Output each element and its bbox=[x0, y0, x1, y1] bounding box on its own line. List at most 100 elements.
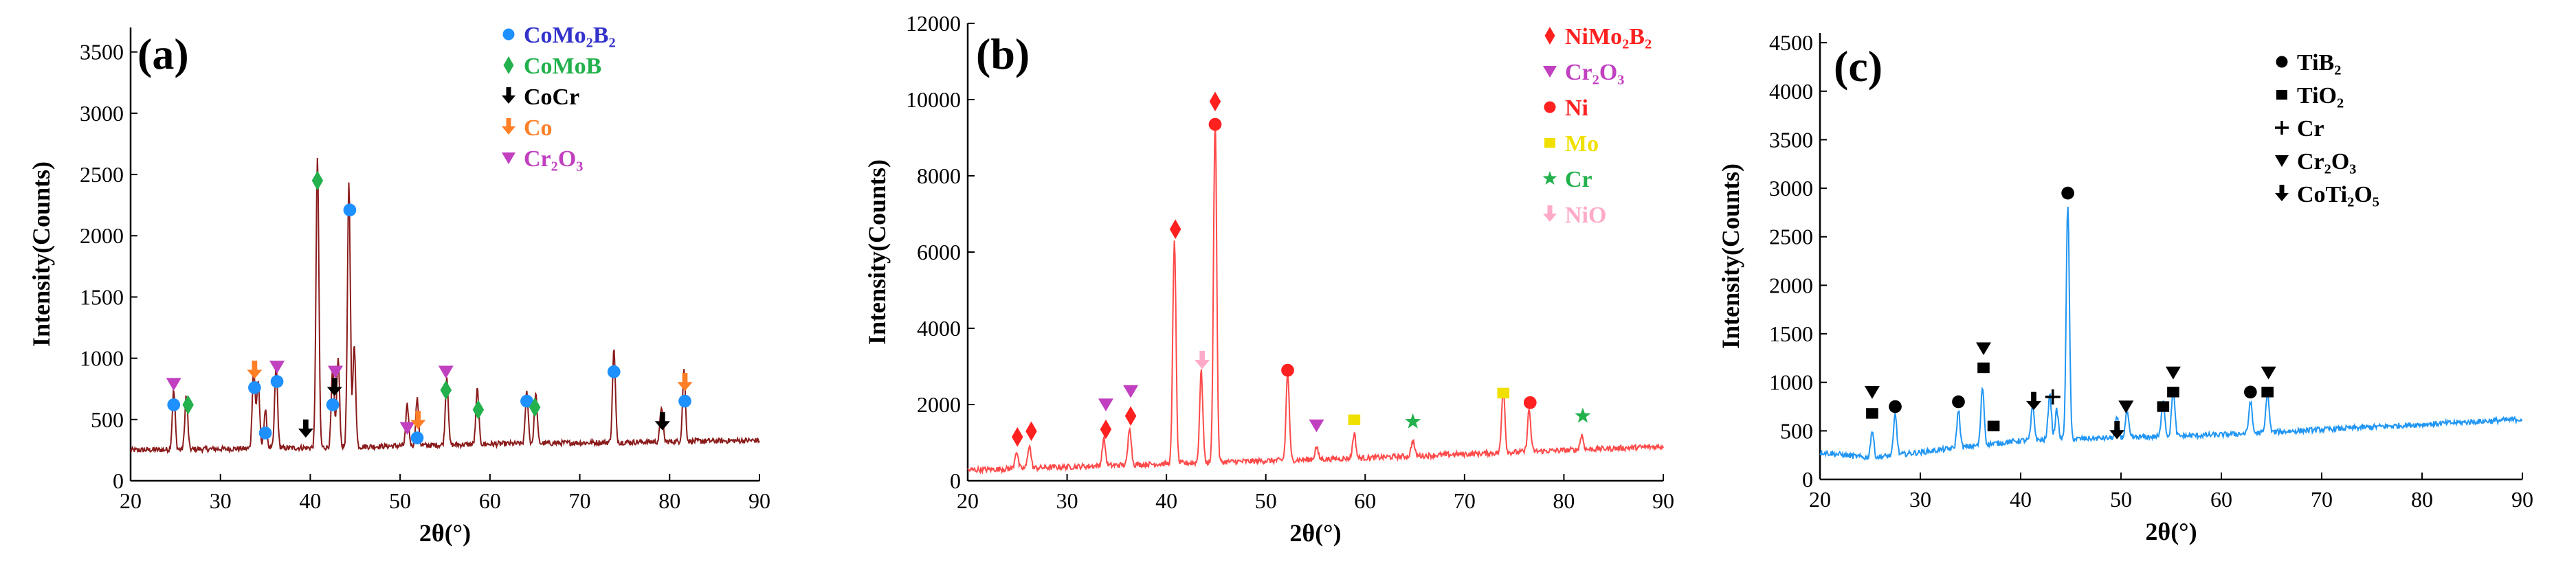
y-tick-label: 1500 bbox=[80, 284, 124, 309]
peak-marker-square bbox=[2261, 387, 2274, 398]
peak-marker-triangle bbox=[1123, 385, 1139, 398]
peak-marker-diamond bbox=[1100, 419, 1112, 440]
panel-label: (c) bbox=[1834, 42, 1883, 91]
peak-marker-arrow bbox=[247, 361, 263, 379]
panel-label: (a) bbox=[137, 30, 189, 78]
legend-label: Mo bbox=[1565, 131, 1599, 157]
peak-marker-diamond bbox=[1209, 91, 1221, 112]
y-tick-label: 4000 bbox=[1769, 79, 1813, 104]
y-tick-label: 500 bbox=[91, 407, 124, 432]
peak-marker-arrow bbox=[2025, 391, 2041, 411]
peak-marker-diamond bbox=[440, 380, 452, 400]
legend-label: Cr bbox=[1565, 167, 1592, 192]
legend-marker-triangle bbox=[1543, 66, 1557, 78]
peak-marker-diamond bbox=[1012, 427, 1023, 447]
legend-marker-arrow bbox=[502, 118, 515, 135]
peak-marker-diamond bbox=[1169, 219, 1181, 239]
peak-marker-arrow bbox=[298, 419, 313, 438]
y-tick-label: 3000 bbox=[80, 101, 124, 126]
y-tick-label: 3000 bbox=[1769, 176, 1813, 201]
x-tick-label: 90 bbox=[1652, 488, 1674, 513]
y-tick-label: 0 bbox=[113, 468, 124, 493]
peak-marker-triangle bbox=[1098, 398, 1113, 411]
peak-marker-square bbox=[1348, 414, 1361, 425]
y-tick-label: 1500 bbox=[1769, 321, 1813, 346]
peak-marker-diamond bbox=[182, 395, 194, 415]
peak-marker-diamond bbox=[529, 397, 541, 418]
legend-label: CoTi₂O₅ bbox=[2297, 182, 2379, 207]
x-tick-label: 80 bbox=[2411, 487, 2433, 512]
legend-marker-plus bbox=[2275, 121, 2289, 135]
y-tick-label: 2500 bbox=[80, 162, 124, 187]
x-tick-label: 30 bbox=[1909, 487, 1931, 512]
peak-marker-circle bbox=[1208, 117, 1222, 131]
x-tick-label: 80 bbox=[658, 488, 680, 513]
legend-label: NiMo₂B₂ bbox=[1565, 24, 1652, 49]
y-tick-label: 2000 bbox=[80, 223, 124, 248]
peak-marker-triangle bbox=[2118, 400, 2134, 413]
peak-marker-square bbox=[1866, 408, 1878, 419]
peak-marker-triangle bbox=[2261, 366, 2276, 380]
peak-marker-circle bbox=[1952, 395, 1965, 409]
y-tick-label: 3500 bbox=[80, 40, 124, 65]
peak-marker-circle bbox=[520, 394, 533, 408]
peak-marker-square bbox=[1987, 420, 2000, 431]
peak-marker-plus bbox=[2045, 389, 2061, 405]
legend-label: NiO bbox=[1565, 203, 1606, 228]
x-tick-label: 60 bbox=[2210, 487, 2232, 512]
legend-label: Cr₂O₃ bbox=[524, 146, 583, 172]
peak-marker-circle bbox=[1889, 400, 1902, 413]
legend-label: CoCr bbox=[524, 84, 579, 110]
y-tick-label: 1000 bbox=[80, 346, 124, 371]
legend-marker-triangle bbox=[2275, 155, 2289, 167]
peak-marker-diamond bbox=[472, 400, 485, 420]
x-tick-label: 70 bbox=[1454, 488, 1476, 513]
peak-marker-triangle bbox=[2165, 366, 2181, 380]
legend-marker-circle bbox=[502, 28, 515, 41]
peak-marker-circle bbox=[410, 431, 424, 444]
y-tick-label: 2500 bbox=[1769, 225, 1813, 249]
legend-label: Cr₂O₃ bbox=[2297, 149, 2356, 174]
peak-marker-arrow bbox=[410, 411, 426, 429]
x-tick-label: 40 bbox=[299, 488, 321, 513]
legend-marker-arrow bbox=[2275, 185, 2289, 201]
peak-marker-circle bbox=[167, 398, 181, 411]
x-tick-label: 90 bbox=[2511, 487, 2533, 512]
y-tick-label: 0 bbox=[1802, 467, 1813, 492]
y-tick-label: 0 bbox=[950, 468, 961, 493]
legend-label: CoMo₂B₂ bbox=[524, 23, 616, 48]
peak-marker-arrow bbox=[677, 372, 693, 391]
y-tick-label: 4500 bbox=[1769, 30, 1813, 55]
x-tick-label: 70 bbox=[569, 488, 591, 513]
x-tick-label: 40 bbox=[2010, 487, 2032, 512]
peak-marker-star bbox=[1575, 407, 1591, 423]
x-tick-label: 60 bbox=[479, 488, 501, 513]
peak-marker-arrow bbox=[2109, 421, 2125, 440]
y-tick-label: 6000 bbox=[917, 240, 961, 264]
peak-marker-diamond bbox=[311, 170, 324, 191]
x-axis-title: 2θ(°) bbox=[1289, 519, 1341, 547]
y-axis-title: Intensity(Counts) bbox=[1717, 163, 1744, 349]
x-tick-label: 50 bbox=[2110, 487, 2132, 512]
y-tick-label: 3500 bbox=[1769, 127, 1813, 152]
peak-marker-triangle bbox=[166, 378, 181, 391]
peak-marker-circle bbox=[2243, 385, 2257, 399]
peak-marker-triangle bbox=[269, 361, 285, 374]
peak-marker-arrow bbox=[326, 378, 342, 396]
peak-marker-square bbox=[2167, 387, 2179, 398]
x-tick-label: 50 bbox=[389, 488, 411, 513]
xrd-pattern-line bbox=[1819, 206, 2523, 462]
panel-a: 20 30 40 50 60 70 80 90 0 500 1000 1500 2000 2500 3000… bbox=[27, 23, 770, 547]
y-tick-label: 2000 bbox=[917, 392, 961, 417]
peak-marker-circle bbox=[2061, 186, 2074, 200]
y-tick-label: 12000 bbox=[906, 11, 961, 36]
legend-marker-square bbox=[1544, 138, 1555, 148]
x-tick-label: 90 bbox=[748, 488, 770, 513]
legend-label: Ni bbox=[1565, 95, 1588, 121]
peak-marker-triangle bbox=[1975, 342, 1991, 356]
x-tick-label: 20 bbox=[120, 488, 142, 513]
x-tick-label: 30 bbox=[1056, 488, 1078, 513]
x-axis-title: 2θ(°) bbox=[419, 519, 471, 547]
peak-marker-circle bbox=[1523, 396, 1537, 409]
legend-label: Co bbox=[524, 115, 553, 141]
